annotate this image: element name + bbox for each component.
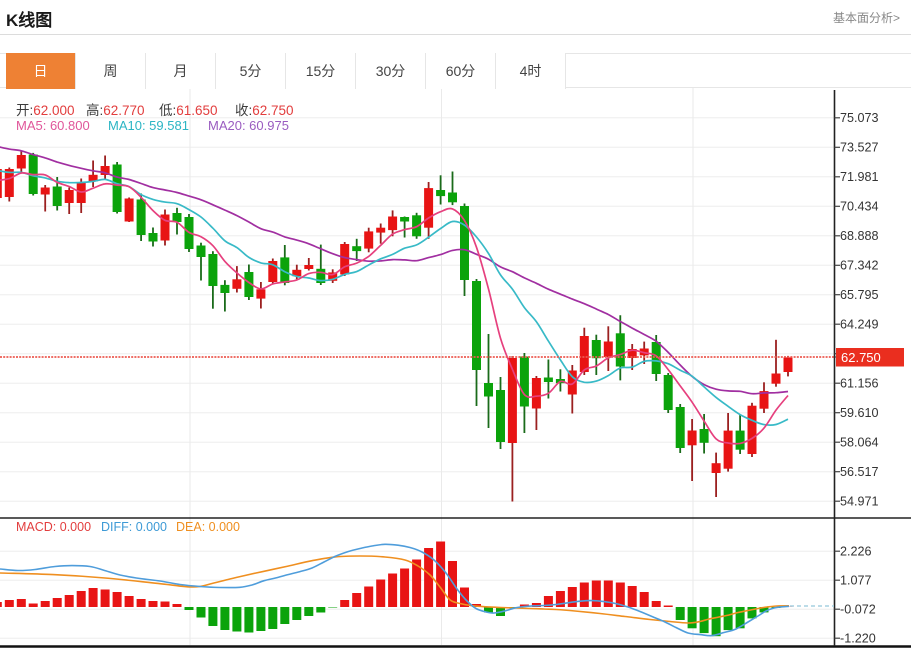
svg-text:1.077: 1.077 (840, 574, 872, 588)
svg-text:-1.220: -1.220 (840, 632, 876, 646)
svg-text:71.981: 71.981 (840, 170, 879, 184)
svg-text:68.888: 68.888 (840, 229, 879, 243)
svg-text:-0.072: -0.072 (840, 603, 876, 617)
svg-text:67.342: 67.342 (840, 259, 879, 273)
svg-text:59.610: 59.610 (840, 406, 879, 420)
svg-text:61.156: 61.156 (840, 377, 879, 391)
svg-text:65.795: 65.795 (840, 288, 879, 302)
svg-text:70.434: 70.434 (840, 200, 879, 214)
svg-text:2.226: 2.226 (840, 545, 872, 559)
svg-text:73.527: 73.527 (840, 141, 879, 155)
svg-text:58.064: 58.064 (840, 436, 879, 450)
svg-text:62.750: 62.750 (841, 350, 881, 365)
svg-text:54.971: 54.971 (840, 495, 879, 509)
svg-text:75.073: 75.073 (840, 111, 879, 125)
svg-text:64.249: 64.249 (840, 318, 879, 332)
svg-text:56.517: 56.517 (840, 465, 879, 479)
